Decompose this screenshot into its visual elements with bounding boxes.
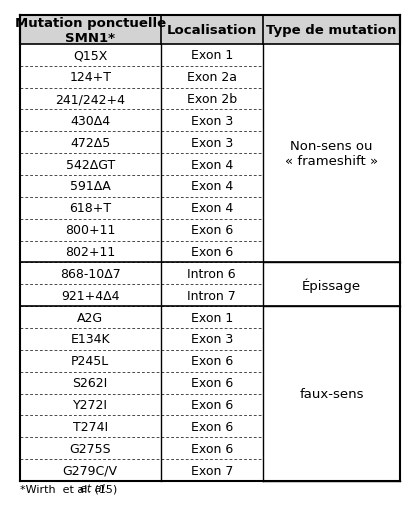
Bar [20, 263, 161, 285]
Text: Exon 6: Exon 6 [191, 376, 233, 389]
Text: 618+T: 618+T [69, 202, 111, 215]
Bar [20, 110, 161, 132]
Bar [20, 132, 161, 154]
Bar [20, 328, 161, 350]
Text: Exon 6: Exon 6 [191, 442, 233, 455]
Bar [20, 285, 161, 307]
Text: 124+T: 124+T [69, 71, 111, 84]
Text: Y272I: Y272I [73, 398, 108, 411]
Text: Exon 1: Exon 1 [191, 49, 233, 62]
Text: 542ΔGT: 542ΔGT [66, 158, 115, 171]
Text: S262I: S262I [73, 376, 108, 389]
Bar [161, 263, 263, 285]
Bar [20, 67, 161, 88]
Bar [161, 394, 263, 416]
Text: Exon 3: Exon 3 [191, 333, 233, 346]
Bar [161, 67, 263, 88]
Text: G279C/V: G279C/V [63, 464, 118, 477]
Text: Exon 4: Exon 4 [191, 158, 233, 171]
Bar [161, 132, 263, 154]
Bar [20, 154, 161, 176]
Bar [263, 17, 400, 45]
Text: 921+4Δ4: 921+4Δ4 [61, 289, 120, 302]
Text: 472Δ5: 472Δ5 [70, 136, 110, 149]
Text: Exon 4: Exon 4 [191, 180, 233, 193]
Bar [20, 459, 161, 481]
Text: Mutation ponctuelle
SMN1*: Mutation ponctuelle SMN1* [15, 17, 166, 44]
Text: Exon 6: Exon 6 [191, 398, 233, 411]
Text: 802+11: 802+11 [65, 245, 115, 259]
Bar [161, 437, 263, 459]
Bar [161, 219, 263, 241]
Bar [161, 459, 263, 481]
Bar [161, 285, 263, 307]
Bar [161, 328, 263, 350]
Bar [161, 88, 263, 110]
Bar [161, 110, 263, 132]
Text: 800+11: 800+11 [65, 224, 115, 237]
Text: A2G: A2G [77, 311, 103, 324]
Bar [20, 372, 161, 394]
Bar [161, 372, 263, 394]
Text: *Wirth  et al. (15): *Wirth et al. (15) [20, 483, 117, 493]
Bar [20, 176, 161, 197]
Text: Exon 7: Exon 7 [191, 464, 233, 477]
Text: P245L: P245L [71, 355, 109, 368]
Text: Localisation: Localisation [167, 24, 257, 37]
Text: Exon 2b: Exon 2b [187, 93, 237, 106]
Text: Épissage: Épissage [302, 277, 361, 292]
Bar [20, 17, 161, 45]
Bar [20, 437, 161, 459]
Bar [161, 350, 263, 372]
Text: Type de mutation: Type de mutation [266, 24, 397, 37]
Bar [161, 241, 263, 263]
Text: faux-sens: faux-sens [299, 387, 364, 400]
Bar [20, 394, 161, 416]
Bar [263, 263, 400, 307]
Text: Exon 1: Exon 1 [191, 311, 233, 324]
Text: 241/242+4: 241/242+4 [55, 93, 125, 106]
Text: Exon 3: Exon 3 [191, 136, 233, 149]
Bar [20, 88, 161, 110]
Bar [161, 197, 263, 219]
Bar [20, 241, 161, 263]
Text: Intron 7: Intron 7 [187, 289, 236, 302]
Text: Exon 6: Exon 6 [191, 355, 233, 368]
Bar [161, 154, 263, 176]
Text: Intron 6: Intron 6 [187, 267, 236, 280]
Text: E134K: E134K [70, 333, 110, 346]
Text: Q15X: Q15X [73, 49, 107, 62]
Bar [20, 416, 161, 437]
Text: Exon 2a: Exon 2a [187, 71, 237, 84]
Bar [20, 197, 161, 219]
Text: Exon 6: Exon 6 [191, 245, 233, 259]
Bar [263, 45, 400, 263]
Text: Exon 3: Exon 3 [191, 115, 233, 128]
Bar [20, 350, 161, 372]
Bar [263, 307, 400, 481]
Text: et al.: et al. [80, 483, 108, 493]
Text: Exon 6: Exon 6 [191, 224, 233, 237]
Text: 591ΔA: 591ΔA [70, 180, 111, 193]
Text: 430Δ4: 430Δ4 [70, 115, 110, 128]
Text: Exon 4: Exon 4 [191, 202, 233, 215]
Bar [161, 17, 263, 45]
Bar [161, 45, 263, 67]
Text: T274I: T274I [73, 420, 108, 433]
Bar [161, 176, 263, 197]
Text: G275S: G275S [69, 442, 111, 455]
Text: Exon 6: Exon 6 [191, 420, 233, 433]
Bar [20, 219, 161, 241]
Bar [20, 307, 161, 328]
Bar [20, 45, 161, 67]
Text: 868-10Δ7: 868-10Δ7 [60, 267, 120, 280]
Text: Non-sens ou
« frameshift »: Non-sens ou « frameshift » [285, 140, 378, 168]
Bar [161, 416, 263, 437]
Bar [161, 307, 263, 328]
